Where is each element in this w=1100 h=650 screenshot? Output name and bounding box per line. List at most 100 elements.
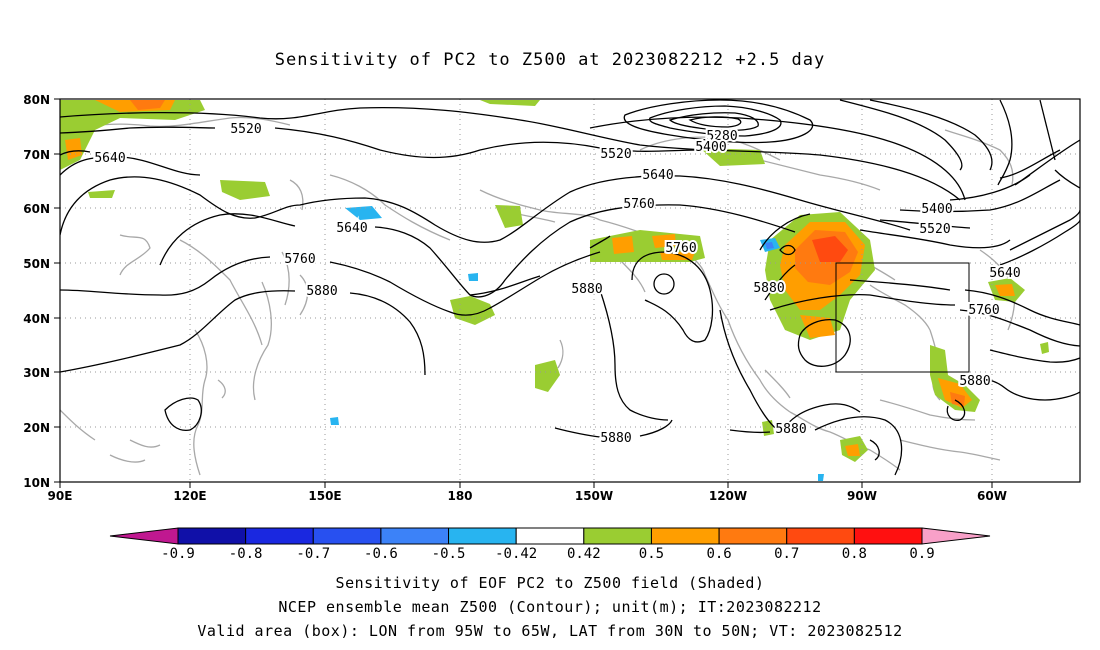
lon-tick-label: 150E bbox=[308, 489, 341, 503]
shade-positive-region bbox=[480, 100, 540, 106]
lat-tick-label: 20N bbox=[23, 421, 50, 435]
contour-label: 5400 bbox=[921, 202, 952, 217]
shade-positive-region bbox=[762, 420, 774, 436]
contour-label: 5880 bbox=[959, 374, 990, 389]
caption-line-2: NCEP ensemble mean Z500 (Contour); unit(… bbox=[278, 598, 822, 616]
colorbar-cell bbox=[786, 527, 855, 545]
lat-tick-label: 10N bbox=[23, 476, 50, 490]
colorbar-label: -0.9 bbox=[161, 546, 195, 562]
shade-positive-region bbox=[700, 148, 765, 166]
colorbar-label: 0.8 bbox=[842, 546, 867, 562]
caption-line-3: Valid area (box): LON from 95W to 65W, L… bbox=[197, 622, 903, 640]
lat-lon-grid bbox=[60, 99, 1080, 482]
contour-label: 5760 bbox=[968, 303, 999, 318]
contour-label: 5520 bbox=[600, 147, 631, 162]
contour-label: 5760 bbox=[623, 197, 654, 212]
shade-negative-region bbox=[330, 417, 339, 425]
valid-area-box bbox=[835, 262, 970, 373]
lon-tick-label: 120E bbox=[173, 489, 206, 503]
contour-label: 5760 bbox=[284, 252, 315, 267]
contour-label: 5400 bbox=[695, 140, 726, 155]
shade-positive-region bbox=[220, 180, 270, 200]
contour-label: 5880 bbox=[753, 281, 784, 296]
colorbar-cell bbox=[448, 527, 517, 545]
lat-tick-label: 60N bbox=[23, 202, 50, 216]
shade-positive-region bbox=[652, 234, 676, 248]
shade-positive-region bbox=[845, 444, 860, 456]
contour-label: 5280 bbox=[706, 129, 737, 144]
lat-tick-label: 80N bbox=[23, 93, 50, 107]
contour-label: 5880 bbox=[306, 284, 337, 299]
shade-positive-region bbox=[495, 205, 523, 228]
sensitivity-shading bbox=[60, 100, 1049, 481]
colorbar-label: -0.42 bbox=[495, 546, 537, 562]
lat-tick-label: 40N bbox=[23, 312, 50, 326]
coastlines bbox=[60, 116, 1016, 476]
colorbar-cell bbox=[177, 527, 247, 545]
shade-negative-region bbox=[818, 474, 824, 481]
shade-positive-region bbox=[65, 138, 82, 160]
colorbar-cell bbox=[853, 527, 923, 545]
shade-positive-region bbox=[612, 236, 634, 254]
lat-tick-label: 30N bbox=[23, 366, 50, 380]
contour-label: 5640 bbox=[94, 151, 125, 166]
contour-label: 5640 bbox=[336, 221, 367, 236]
lon-tick-label: 60W bbox=[977, 489, 1007, 503]
contour-label: 5880 bbox=[571, 282, 602, 297]
colorbar-label: -0.6 bbox=[364, 546, 398, 562]
colorbar-label: -0.5 bbox=[432, 546, 466, 562]
map-frame bbox=[59, 98, 1081, 483]
colorbar-cell bbox=[583, 527, 652, 545]
tick-marks bbox=[54, 98, 993, 488]
shade-positive-region bbox=[535, 360, 560, 392]
colorbar-label: 0.42 bbox=[567, 546, 601, 562]
colorbar-cell bbox=[380, 527, 450, 545]
lat-tick-label: 50N bbox=[23, 257, 50, 271]
lon-tick-label: 180 bbox=[447, 489, 472, 503]
shade-negative-region bbox=[468, 273, 478, 281]
colorbar-cell bbox=[718, 527, 788, 545]
lon-tick-label: 90W bbox=[847, 489, 877, 503]
colorbar-low-end bbox=[109, 527, 179, 545]
colorbar-label: 0.5 bbox=[639, 546, 664, 562]
colorbar-cell bbox=[245, 527, 314, 545]
contour-label: 5640 bbox=[642, 168, 673, 183]
lat-tick-label: 70N bbox=[23, 148, 50, 162]
shade-negative-region bbox=[345, 206, 382, 220]
contour-label: 5880 bbox=[775, 422, 806, 437]
contour-label: 5880 bbox=[600, 431, 631, 446]
shade-positive-region bbox=[130, 100, 165, 110]
shade-positive-region bbox=[812, 236, 848, 262]
contour-label: 5640 bbox=[989, 266, 1020, 281]
map-plot-area: 5520 5640 5280 5400 5520 5640 5760 5640 … bbox=[60, 99, 1080, 482]
lon-tick-label: 90E bbox=[48, 489, 73, 503]
shade-negative-region bbox=[765, 242, 774, 249]
lat-tick-labels: 80N 70N 60N 50N 40N 30N 20N 10N bbox=[23, 93, 50, 490]
shade-positive-region bbox=[1040, 342, 1049, 354]
colorbar-high-end bbox=[921, 527, 991, 545]
colorbar: -0.9 -0.8 -0.7 -0.6 -0.5 -0.42 0.42 0.5 0.6 0.7 0.… bbox=[109, 527, 991, 562]
shade-positive-region bbox=[800, 315, 835, 338]
colorbar-label: 0.7 bbox=[774, 546, 799, 562]
contour-label: 5520 bbox=[230, 122, 261, 137]
map-title: Sensitivity of PC2 to Z500 at 2023082212… bbox=[274, 50, 826, 70]
colorbar-label: 0.6 bbox=[706, 546, 731, 562]
colorbar-label: -0.8 bbox=[229, 546, 263, 562]
lon-tick-label: 150W bbox=[575, 489, 613, 503]
z500-contours bbox=[60, 99, 1080, 476]
shade-positive-region bbox=[950, 392, 965, 406]
colorbar-cell bbox=[515, 527, 585, 545]
lon-tick-labels: 90E 120E 150E 180 150W 120W 90W 60W bbox=[48, 489, 1007, 503]
contour-labels: 5520 5640 5280 5400 5520 5640 5760 5640 … bbox=[92, 120, 1022, 448]
shade-positive-region bbox=[995, 284, 1015, 296]
shade-positive-region bbox=[450, 296, 495, 325]
caption-line-1: Sensitivity of EOF PC2 to Z500 field (Sh… bbox=[335, 574, 765, 592]
colorbar-cell bbox=[312, 527, 382, 545]
shade-positive-region bbox=[60, 100, 205, 170]
colorbar-cell bbox=[650, 527, 720, 545]
colorbar-label: 0.9 bbox=[909, 546, 934, 562]
contour-label: 5760 bbox=[665, 241, 696, 256]
shade-positive-region bbox=[88, 190, 115, 198]
colorbar-label: -0.7 bbox=[296, 546, 330, 562]
